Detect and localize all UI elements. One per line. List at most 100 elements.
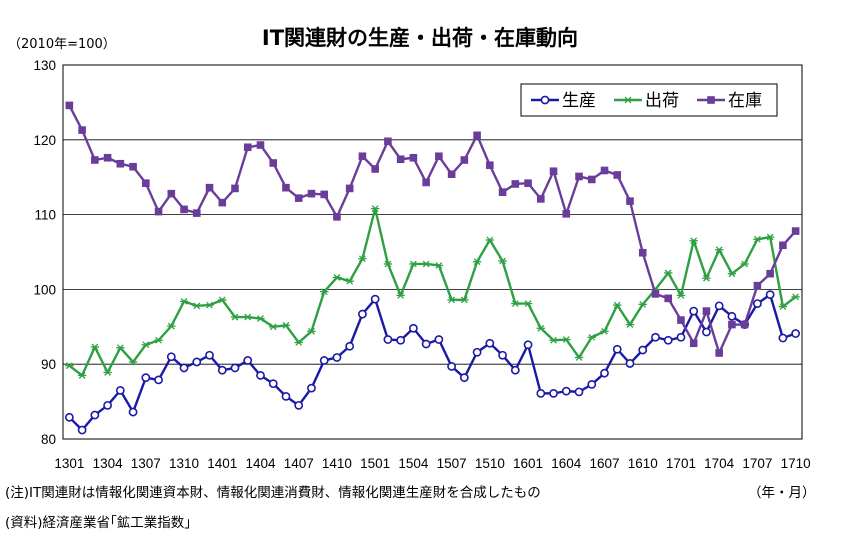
data-point <box>384 137 392 146</box>
x-tick-label: 1607 <box>589 456 619 471</box>
data-point <box>625 359 635 368</box>
data-point <box>791 227 800 235</box>
data-point <box>638 248 647 257</box>
x-tick-label: 1604 <box>551 456 582 471</box>
data-point <box>473 131 481 140</box>
data-point <box>447 296 456 304</box>
data-point <box>702 274 711 282</box>
data-point <box>486 161 494 170</box>
data-point <box>281 391 291 401</box>
data-point <box>116 159 125 168</box>
data-point <box>154 207 163 216</box>
data-point <box>383 260 393 268</box>
data-point <box>561 386 571 396</box>
x-tick-label: 1701 <box>666 456 696 471</box>
y-tick-label: 120 <box>33 133 56 148</box>
data-point <box>269 323 278 331</box>
data-point <box>358 255 367 263</box>
data-point <box>141 341 151 349</box>
y-tick-label: 100 <box>33 282 56 297</box>
data-point <box>332 353 342 362</box>
data-point <box>523 340 533 350</box>
data-point <box>256 141 265 149</box>
data-point <box>562 336 571 343</box>
x-tick-label: 1504 <box>398 456 429 471</box>
x-tick-label: 1407 <box>284 456 314 471</box>
data-point <box>307 189 316 198</box>
y-axis: 80 90 100 110 120 130 <box>33 58 56 447</box>
data-point <box>613 171 622 179</box>
data-point <box>524 179 532 187</box>
data-point <box>192 357 202 367</box>
data-point <box>243 143 252 152</box>
data-point <box>574 354 584 361</box>
data-point <box>740 320 749 329</box>
data-point <box>536 388 546 398</box>
data-point <box>753 299 762 309</box>
data-point <box>664 294 673 303</box>
data-point <box>281 321 291 329</box>
data-point <box>791 329 801 338</box>
data-point <box>511 300 520 308</box>
legend-label: 出荷 <box>645 91 679 111</box>
data-point <box>689 339 698 348</box>
data-point <box>765 233 775 241</box>
data-point <box>256 371 265 380</box>
data-point <box>179 297 189 305</box>
data-point <box>319 356 329 365</box>
series-line <box>68 293 797 432</box>
data-point <box>549 336 558 344</box>
data-point <box>434 335 444 344</box>
data-point <box>128 407 138 417</box>
data-point <box>192 209 201 217</box>
data-point <box>498 257 507 265</box>
x-tick-label: 1307 <box>131 456 161 471</box>
data-point <box>460 296 469 304</box>
legend-marker <box>623 96 633 104</box>
data-point <box>702 327 711 337</box>
data-point <box>472 258 482 266</box>
data-point <box>537 195 545 203</box>
data-point <box>677 316 685 324</box>
x-tick-label: 1301 <box>54 456 84 471</box>
x-tick-label: 1310 <box>169 456 199 471</box>
series-group <box>64 101 801 435</box>
x-tick-label: 1501 <box>360 456 390 471</box>
data-point <box>753 235 762 243</box>
series-line <box>68 104 797 355</box>
data-point <box>396 335 406 345</box>
plot-area <box>62 64 803 440</box>
data-point <box>179 363 189 373</box>
data-point <box>625 321 635 328</box>
data-point <box>689 237 698 245</box>
x-tick-label: 1704 <box>704 456 735 471</box>
data-point <box>307 327 316 335</box>
data-point <box>638 345 648 355</box>
x-tick-label: 1707 <box>742 456 772 471</box>
data-point <box>651 290 660 298</box>
y-tick-label: 130 <box>33 58 56 73</box>
data-point <box>409 260 418 268</box>
data-point <box>231 184 239 193</box>
data-point <box>727 311 737 321</box>
data-point <box>791 293 800 301</box>
data-point <box>434 262 444 269</box>
legend-label: 在庫 <box>728 91 762 111</box>
data-point <box>396 155 405 164</box>
data-point <box>422 178 430 187</box>
data-point <box>510 365 520 375</box>
data-point <box>727 270 737 278</box>
data-point <box>243 313 252 321</box>
data-point <box>103 369 112 376</box>
series-2 <box>65 101 800 357</box>
data-point <box>587 379 597 389</box>
data-point <box>116 344 125 352</box>
x-tick-label: 1601 <box>513 456 543 471</box>
data-point <box>778 303 788 311</box>
data-point <box>689 306 699 316</box>
x-tick-label: 1410 <box>322 456 352 471</box>
data-point <box>129 162 137 171</box>
legend-marker <box>707 96 715 104</box>
data-point <box>421 339 431 349</box>
